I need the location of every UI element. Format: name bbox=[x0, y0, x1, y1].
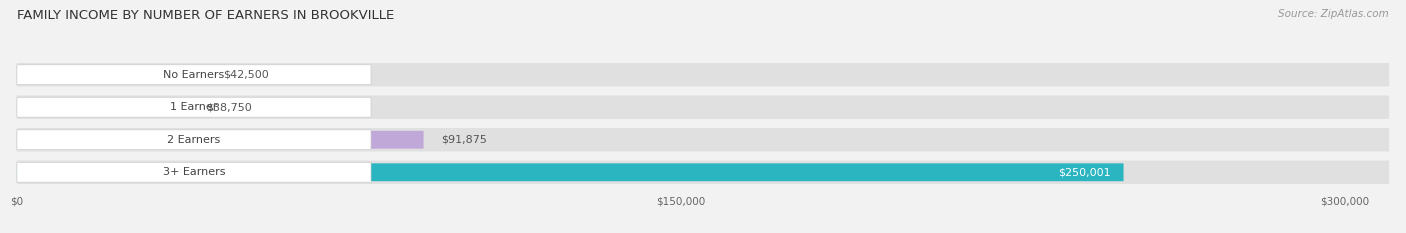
Text: No Earners: No Earners bbox=[163, 70, 225, 80]
FancyBboxPatch shape bbox=[17, 161, 1389, 184]
FancyBboxPatch shape bbox=[17, 130, 371, 150]
Text: $91,875: $91,875 bbox=[441, 135, 486, 145]
FancyBboxPatch shape bbox=[17, 128, 1389, 151]
FancyBboxPatch shape bbox=[17, 131, 423, 149]
Text: $250,001: $250,001 bbox=[1057, 167, 1111, 177]
Text: $38,750: $38,750 bbox=[207, 102, 252, 112]
FancyBboxPatch shape bbox=[17, 63, 1389, 86]
Text: FAMILY INCOME BY NUMBER OF EARNERS IN BROOKVILLE: FAMILY INCOME BY NUMBER OF EARNERS IN BR… bbox=[17, 9, 394, 22]
FancyBboxPatch shape bbox=[17, 98, 188, 116]
FancyBboxPatch shape bbox=[17, 162, 371, 182]
FancyBboxPatch shape bbox=[17, 96, 1389, 119]
Text: 1 Earner: 1 Earner bbox=[170, 102, 218, 112]
Text: Source: ZipAtlas.com: Source: ZipAtlas.com bbox=[1278, 9, 1389, 19]
Text: $42,500: $42,500 bbox=[222, 70, 269, 80]
FancyBboxPatch shape bbox=[17, 97, 371, 117]
FancyBboxPatch shape bbox=[17, 163, 1123, 181]
FancyBboxPatch shape bbox=[17, 65, 371, 85]
FancyBboxPatch shape bbox=[17, 66, 205, 84]
Text: 3+ Earners: 3+ Earners bbox=[163, 167, 225, 177]
Text: 2 Earners: 2 Earners bbox=[167, 135, 221, 145]
